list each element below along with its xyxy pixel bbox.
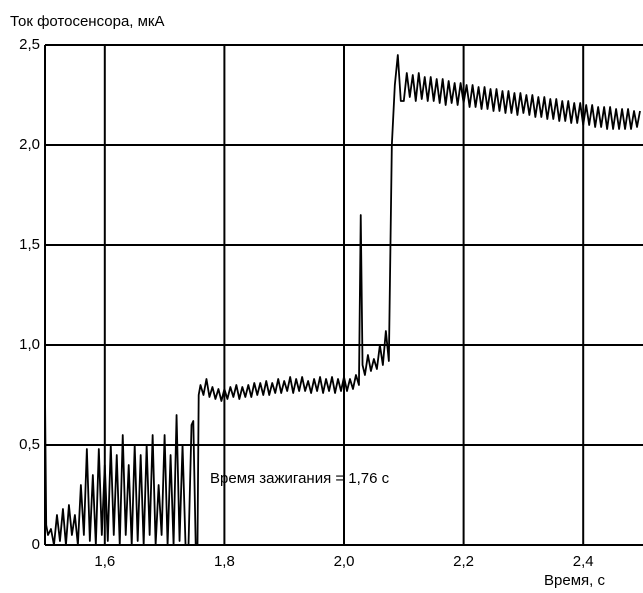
- y-tick-label: 0: [32, 536, 40, 553]
- x-tick-label: 2,4: [573, 553, 594, 570]
- y-tick-label: 1,0: [19, 336, 40, 353]
- data-line: [44, 54, 641, 546]
- annotation: Время зажигания = 1,76 с: [210, 470, 390, 487]
- y-tick-label: 2,5: [19, 36, 40, 53]
- x-tick-label: 2,2: [453, 553, 474, 570]
- x-tick-label: 1,8: [214, 553, 235, 570]
- y-tick-label: 0,5: [19, 436, 40, 453]
- y-tick-label: 2,0: [19, 136, 40, 153]
- chart-title: Ток фотосенсора, мкА: [10, 13, 165, 30]
- y-tick-label: 1,5: [19, 236, 40, 253]
- x-axis-label: Время, с: [544, 572, 605, 589]
- x-tick-label: 2,0: [334, 553, 355, 570]
- x-tick-label: 1,6: [94, 553, 115, 570]
